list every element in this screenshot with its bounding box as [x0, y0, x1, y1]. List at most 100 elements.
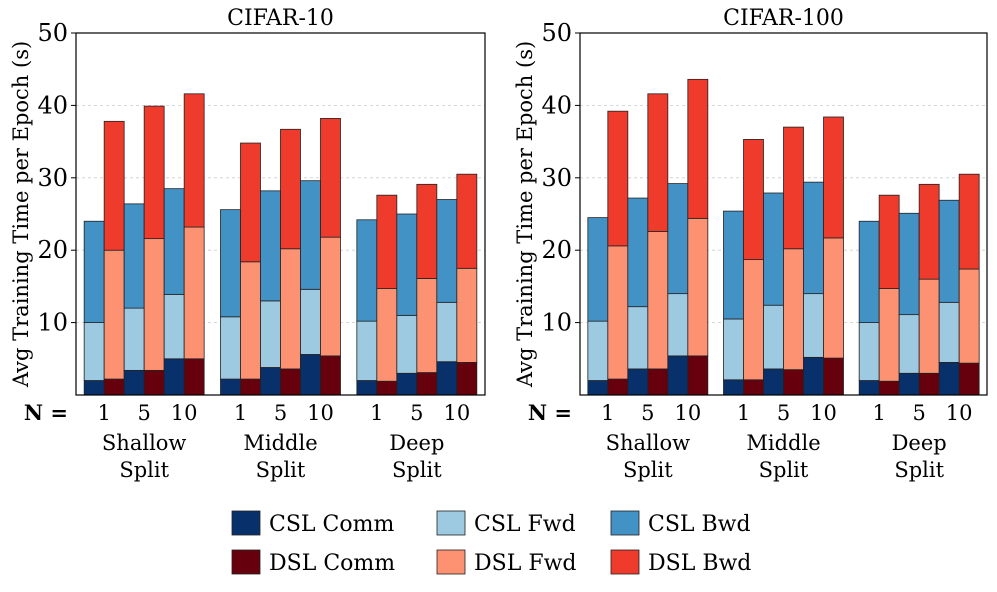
plot-frame	[75, 32, 486, 396]
legend-item-dsl_fwd: DSL Fwd	[436, 549, 577, 576]
csl-bwd-bar	[587, 217, 609, 322]
legend-label: DSL Comm	[269, 551, 395, 576]
dsl-comm-bar	[183, 358, 205, 396]
legend-label: DSL Bwd	[648, 551, 751, 576]
group-label: Split	[119, 458, 169, 482]
legend-swatch	[436, 510, 466, 536]
csl-fwd-bar	[723, 318, 744, 381]
plot-frame	[579, 32, 988, 396]
dsl-bwd-bar	[456, 173, 478, 269]
csl-fwd-bar	[83, 322, 105, 381]
group-label: Middle	[243, 431, 317, 455]
legend-item-csl_bwd: CSL Bwd	[610, 510, 751, 537]
csl-bwd-bar	[300, 180, 321, 290]
csl-comm-bar	[858, 380, 880, 396]
chart-title: CIFAR-10	[227, 6, 334, 31]
dsl-fwd-bar	[456, 267, 478, 363]
n-tick-label: 5	[274, 401, 287, 425]
csl-bwd-bar	[763, 192, 784, 306]
csl-fwd-bar	[803, 293, 824, 358]
csl-bwd-bar	[898, 212, 920, 316]
csl-comm-bar	[356, 380, 378, 396]
n-tick-label: 10	[307, 401, 334, 425]
csl-comm-bar	[123, 369, 145, 396]
legend-swatch	[610, 510, 640, 536]
chart-panel-2: 1 5 10 Shallow Split 1 5 10 Middle Split 1 5 10 Deep S…	[513, 6, 988, 482]
csl-fwd-bar	[163, 293, 185, 360]
dsl-bwd-bar	[143, 105, 165, 240]
n-tick-label: 10	[674, 401, 701, 425]
n-tick-label: 5	[410, 401, 423, 425]
legend-label: CSL Fwd	[474, 512, 576, 537]
csl-fwd-bar	[898, 314, 920, 374]
group-label: Middle	[746, 431, 820, 455]
legend-item-csl_comm: CSL Comm	[231, 510, 394, 537]
csl-comm-bar	[723, 379, 744, 396]
n-tick-label: 10	[810, 401, 837, 425]
dsl-comm-bar	[416, 372, 438, 396]
dsl-bwd-bar	[376, 194, 398, 289]
dsl-fwd-bar	[918, 278, 940, 374]
dsl-comm-bar	[647, 368, 669, 396]
dsl-fwd-bar	[743, 259, 764, 381]
dsl-fwd-bar	[320, 236, 341, 357]
csl-bwd-bar	[123, 203, 145, 309]
csl-fwd-bar	[938, 301, 960, 363]
csl-comm-bar	[260, 367, 281, 396]
dsl-bwd-bar	[647, 93, 669, 232]
dsl-bwd-bar	[958, 173, 980, 270]
csl-bwd-bar	[938, 199, 960, 303]
dsl-comm-bar	[687, 355, 709, 396]
dsl-fwd-bar	[687, 217, 709, 357]
group-label: Split	[623, 458, 673, 482]
dsl-fwd-bar	[103, 249, 125, 380]
csl-comm-bar	[83, 380, 105, 396]
dsl-comm-bar	[280, 368, 301, 396]
csl-comm-bar	[300, 354, 321, 396]
dsl-fwd-bar	[958, 268, 980, 364]
chart-title: CIFAR-100	[723, 6, 844, 31]
csl-bwd-bar	[723, 210, 744, 320]
csl-fwd-bar	[260, 300, 281, 368]
csl-fwd-bar	[587, 320, 609, 381]
group-label: Split	[759, 458, 809, 482]
dsl-comm-bar	[456, 362, 478, 396]
csl-bwd-bar	[260, 190, 281, 302]
legend-label: CSL Comm	[269, 512, 394, 537]
dsl-comm-bar	[607, 378, 629, 396]
y-tick-label: 10	[37, 309, 68, 337]
group-label: Split	[256, 458, 306, 482]
csl-comm-bar	[898, 372, 920, 396]
csl-comm-bar	[627, 368, 649, 396]
csl-bwd-bar	[858, 220, 880, 324]
dsl-bwd-bar	[607, 110, 629, 247]
legend-label: DSL Fwd	[474, 551, 577, 576]
csl-fwd-bar	[667, 293, 689, 357]
dsl-fwd-bar	[376, 288, 398, 382]
dsl-bwd-bar	[878, 194, 900, 289]
n-tick-label: 5	[641, 401, 654, 425]
csl-bwd-bar	[436, 199, 458, 303]
dsl-fwd-bar	[183, 226, 205, 360]
csl-bwd-bar	[627, 197, 649, 308]
n-tick-label: 1	[737, 401, 750, 425]
csl-comm-bar	[163, 358, 185, 396]
csl-fwd-bar	[123, 307, 145, 371]
dsl-bwd-bar	[320, 118, 341, 238]
dsl-bwd-bar	[240, 142, 261, 263]
csl-comm-bar	[220, 378, 241, 396]
n-tick-label: 1	[872, 401, 885, 425]
group-label: Shallow	[102, 431, 187, 455]
dsl-comm-bar	[878, 380, 900, 396]
y-tick-label: 30	[541, 164, 572, 192]
dsl-bwd-bar	[743, 139, 764, 261]
csl-bwd-bar	[667, 183, 689, 295]
n-tick-label: 1	[97, 401, 110, 425]
n-tick-label: 1	[234, 401, 247, 425]
legend-swatch	[231, 549, 261, 575]
dsl-bwd-bar	[823, 116, 844, 239]
csl-fwd-bar	[858, 322, 880, 381]
dsl-fwd-bar	[416, 278, 438, 373]
dsl-fwd-bar	[878, 288, 900, 382]
